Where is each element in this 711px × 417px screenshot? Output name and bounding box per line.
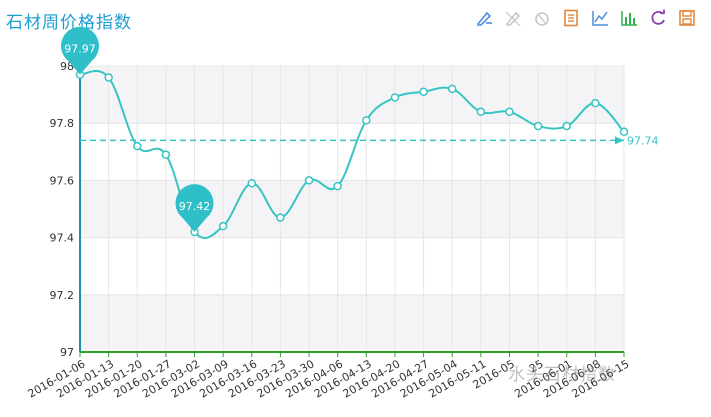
data-point	[161, 150, 171, 159]
line-chart-icon[interactable]	[590, 8, 610, 28]
grid-band	[80, 180, 624, 238]
chart-title: 石材周价格指数	[6, 13, 132, 33]
mark-undo-icon[interactable]	[503, 8, 523, 28]
y-tick-label: 97.2	[50, 289, 75, 302]
data-point	[619, 127, 629, 137]
data-point	[390, 93, 400, 102]
data-point	[333, 181, 342, 191]
data-point	[447, 84, 457, 94]
y-tick-label: 97.4	[50, 232, 75, 245]
mark-icon[interactable]	[474, 8, 494, 28]
grid-band	[80, 66, 624, 124]
restore-icon[interactable]	[648, 8, 668, 28]
data-point	[247, 179, 257, 188]
y-tick-label: 97	[60, 346, 74, 359]
max-mark-pin	[61, 26, 100, 75]
data-point	[104, 73, 113, 82]
x-tick-label: 25	[527, 357, 546, 375]
average-line-arrow	[615, 136, 624, 145]
min-mark-pin	[175, 184, 214, 232]
data-point	[591, 98, 600, 108]
y-tick-label: 97.8	[50, 117, 75, 130]
data-point	[133, 141, 142, 151]
data-point	[304, 176, 314, 185]
data-point	[505, 107, 514, 117]
y-tick-label: 97.6	[50, 174, 75, 187]
bar-chart-icon[interactable]	[619, 8, 639, 28]
data-point	[419, 87, 428, 96]
data-point	[362, 116, 371, 125]
data-point	[276, 213, 285, 222]
toolbox	[474, 8, 697, 28]
max-mark-label: 97.97	[64, 43, 96, 56]
grid-band	[80, 294, 624, 352]
watermark: 水头石材指数	[508, 365, 616, 385]
data-point	[562, 121, 571, 131]
min-mark-label: 97.42	[179, 200, 211, 213]
clear-mark-icon[interactable]	[532, 8, 552, 28]
save-image-icon[interactable]	[677, 8, 697, 28]
average-line-label: 97.74	[627, 134, 659, 147]
data-point	[218, 221, 228, 231]
data-point	[533, 121, 543, 131]
data-point	[476, 107, 486, 117]
data-view-icon[interactable]	[561, 8, 581, 28]
